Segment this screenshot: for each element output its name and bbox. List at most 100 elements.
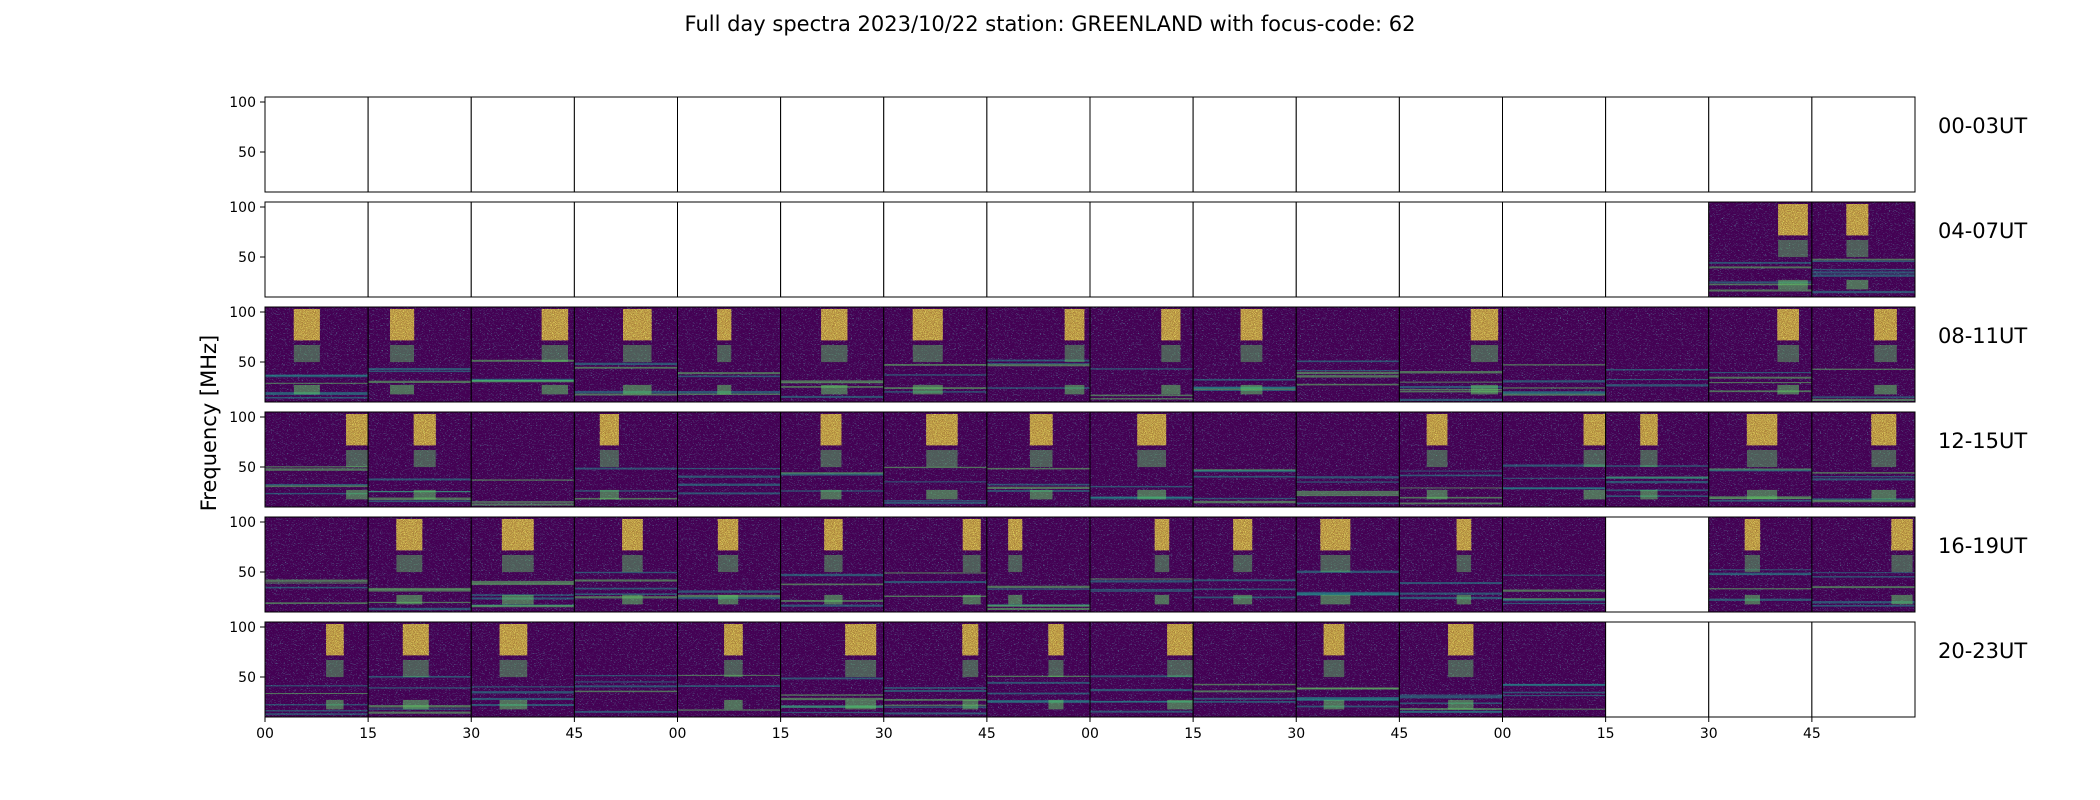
spectrum-panel bbox=[573, 621, 678, 718]
spectrum-panel bbox=[367, 411, 472, 508]
row-time-label: 04-07UT bbox=[1938, 219, 2027, 243]
y-tick-label: 100 bbox=[229, 515, 256, 531]
spectrum-panel bbox=[1502, 96, 1607, 193]
spectrum-panel bbox=[677, 201, 782, 298]
spectrum-panel bbox=[1708, 306, 1813, 403]
spectrum-panel bbox=[1295, 621, 1400, 718]
spectrum-panel bbox=[1089, 306, 1194, 403]
spectrum-panel bbox=[1089, 516, 1194, 613]
spectrum-panel bbox=[1811, 516, 1916, 613]
x-tick-label: 30 bbox=[462, 726, 480, 742]
spectrum-panel bbox=[1708, 201, 1813, 298]
spectrum-panel bbox=[1708, 411, 1813, 508]
y-tick-label: 100 bbox=[229, 620, 256, 636]
spectrum-panel bbox=[1605, 201, 1710, 298]
spectrum-panel bbox=[677, 306, 782, 403]
y-tick-label: 50 bbox=[238, 250, 256, 266]
spectrum-panel bbox=[986, 96, 1091, 193]
x-tick-label: 30 bbox=[875, 726, 893, 742]
spectrum-panel bbox=[1502, 516, 1607, 613]
spectrum-panel bbox=[264, 516, 369, 613]
spectrum-panel bbox=[1089, 621, 1197, 718]
spectrum-panel bbox=[573, 201, 678, 298]
x-tick-label: 15 bbox=[1597, 726, 1615, 742]
spectrum-panel bbox=[1295, 96, 1400, 193]
spectrum-panel bbox=[986, 516, 1091, 613]
spectrum-panel bbox=[1192, 621, 1297, 718]
spectrum-panel bbox=[1398, 516, 1503, 613]
spectrum-panel bbox=[883, 306, 988, 403]
spectrum-panel bbox=[573, 411, 678, 508]
spectrum-panel bbox=[1398, 306, 1503, 403]
spectrum-panel bbox=[780, 96, 885, 193]
spectrum-panel bbox=[1192, 306, 1297, 403]
spectrum-panel bbox=[1295, 306, 1400, 403]
spectrum-panel bbox=[780, 201, 885, 298]
spectrum-panel bbox=[780, 411, 885, 508]
spectrum-panel bbox=[367, 516, 472, 613]
x-tick-label: 30 bbox=[1287, 726, 1305, 742]
spectrum-panel bbox=[1192, 96, 1297, 193]
spectrum-panel bbox=[1089, 411, 1194, 508]
spectrum-panel bbox=[1398, 96, 1503, 193]
x-tick-label: 45 bbox=[1803, 726, 1821, 742]
spectrum-panel bbox=[470, 411, 575, 508]
x-tick-label: 30 bbox=[1700, 726, 1718, 742]
row-time-label: 12-15UT bbox=[1938, 429, 2027, 453]
spectrum-panel bbox=[883, 621, 988, 718]
spectrum-panel bbox=[1605, 96, 1710, 193]
spectrum-panel bbox=[677, 411, 782, 508]
x-tick-label: 15 bbox=[1184, 726, 1202, 742]
x-tick-label: 45 bbox=[978, 726, 996, 742]
spectrum-panel bbox=[1295, 201, 1400, 298]
y-tick-label: 50 bbox=[238, 355, 256, 371]
spectrum-panel bbox=[986, 306, 1091, 403]
x-tick-label: 15 bbox=[359, 726, 377, 742]
spectrum-panel bbox=[1192, 201, 1297, 298]
spectrum-panel bbox=[780, 306, 885, 403]
spectrum-panel bbox=[470, 306, 575, 403]
spectrum-panel bbox=[1502, 621, 1607, 718]
spectrum-panel bbox=[780, 516, 885, 613]
spectrum-panel bbox=[367, 306, 472, 403]
spectrum-panel bbox=[986, 201, 1091, 298]
spectrum-panel bbox=[883, 411, 988, 508]
spectrum-panel bbox=[1605, 516, 1710, 613]
spectrum-panel bbox=[677, 96, 782, 193]
y-tick-label: 50 bbox=[238, 145, 256, 161]
spectrum-panel bbox=[677, 516, 782, 613]
x-tick-label: 45 bbox=[565, 726, 583, 742]
spectrum-panel bbox=[1502, 411, 1609, 508]
y-tick-label: 50 bbox=[238, 460, 256, 476]
spectrum-panel bbox=[470, 96, 575, 193]
spectrum-panel bbox=[1708, 96, 1813, 193]
spectrum-panel bbox=[1502, 306, 1607, 403]
row-time-label: 00-03UT bbox=[1938, 114, 2027, 138]
y-tick-label: 50 bbox=[238, 565, 256, 581]
x-tick-label: 00 bbox=[256, 726, 274, 742]
spectrum-panel bbox=[367, 621, 472, 718]
y-tick-label: 100 bbox=[229, 305, 256, 321]
spectrum-panel bbox=[1192, 516, 1297, 613]
x-tick-label: 00 bbox=[669, 726, 687, 742]
spectrum-panel bbox=[1502, 201, 1607, 298]
x-tick-label: 00 bbox=[1081, 726, 1099, 742]
spectrum-panel bbox=[986, 411, 1091, 508]
spectrum-panel bbox=[780, 621, 885, 718]
spectrum-panel bbox=[1708, 516, 1813, 613]
chart-title: Full day spectra 2023/10/22 station: GRE… bbox=[684, 12, 1416, 36]
spectrum-panel bbox=[470, 621, 575, 718]
row-time-label: 20-23UT bbox=[1938, 639, 2027, 663]
spectrum-panel bbox=[1295, 411, 1400, 508]
spectrum-panel bbox=[1192, 411, 1297, 508]
y-tick-label: 100 bbox=[229, 95, 256, 111]
spectrum-panel bbox=[1811, 411, 1916, 508]
spectrum-panel bbox=[677, 621, 782, 718]
spectrum-panel bbox=[1398, 201, 1503, 298]
spectrum-panel bbox=[264, 96, 369, 193]
spectrum-panel bbox=[1089, 96, 1194, 193]
spectrum-panel bbox=[573, 96, 678, 193]
spectrum-panel bbox=[367, 96, 472, 193]
spectrum-panel bbox=[1605, 621, 1710, 718]
y-tick-label: 100 bbox=[229, 410, 256, 426]
